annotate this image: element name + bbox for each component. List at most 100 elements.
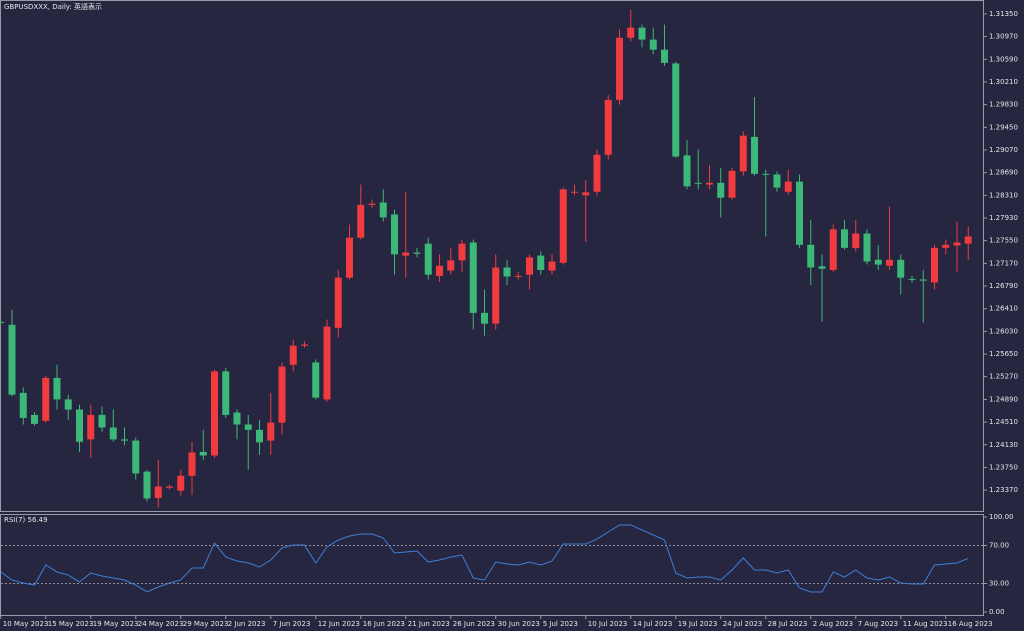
candle-body (8, 324, 16, 395)
x-tick-label: 7 Jun 2023 (273, 620, 311, 628)
candle-body (278, 366, 286, 423)
y-tick-label: 1.25650 (989, 350, 1018, 358)
candle-body (188, 452, 196, 476)
candle-body (908, 278, 916, 280)
candle-body (548, 261, 556, 271)
candle-body (559, 189, 567, 263)
candle-body (807, 244, 815, 268)
candle-body (64, 399, 72, 410)
y-tick-label: 1.30970 (989, 33, 1018, 41)
candle-body (796, 181, 803, 245)
x-tick-label: 30 Jun 2023 (498, 620, 540, 628)
candle-body (391, 214, 398, 255)
candle-body (469, 242, 477, 313)
y-tick-label: 1.30210 (989, 78, 1018, 86)
rsi-tick-label: 0.00 (989, 608, 1005, 616)
candle-body (53, 377, 61, 400)
candle-body (42, 377, 50, 421)
y-tick-label: 1.28690 (989, 169, 1018, 177)
candle-body (121, 439, 128, 441)
candle-body (379, 202, 387, 218)
chart-title: GBPUSDXXX, Daily: 英語表示 (4, 2, 102, 11)
x-tick-label: 14 Jul 2023 (633, 620, 673, 628)
candle-body (76, 409, 83, 442)
candle-body (19, 392, 27, 418)
candle-body (751, 136, 758, 174)
candle-body (98, 414, 106, 428)
x-tick-label: 21 Jun 2023 (408, 620, 450, 628)
x-tick-label: 16 Aug 2023 (948, 620, 993, 628)
y-tick-label: 1.23370 (989, 486, 1018, 494)
candle-body (357, 204, 365, 238)
candle-body (706, 182, 713, 185)
y-tick-label: 1.29830 (989, 101, 1018, 109)
rsi-tick-label: 30.00 (989, 580, 1009, 588)
y-tick-label: 1.26030 (989, 327, 1018, 335)
y-tick-label: 1.26410 (989, 305, 1018, 313)
candle-body (166, 486, 173, 488)
candle-body (458, 243, 466, 261)
candle-body (863, 233, 871, 262)
x-tick-label: 2 Jun 2023 (228, 620, 266, 628)
candle-body (717, 182, 725, 198)
x-tick-label: 24 Jul 2023 (723, 620, 763, 628)
candle-body (87, 414, 95, 440)
candle-body (627, 27, 635, 38)
candle-body (649, 39, 657, 50)
candle-body (672, 63, 680, 157)
candle-body (694, 182, 702, 184)
y-tick-label: 1.30590 (989, 55, 1018, 63)
rsi-line (0, 524, 969, 593)
candle-body (31, 414, 38, 424)
rsi-tick-label: 70.00 (989, 542, 1009, 550)
candle-body (0, 321, 5, 323)
x-tick-label: 11 Aug 2023 (903, 620, 948, 628)
y-tick-label: 1.29450 (989, 123, 1018, 131)
candle-body (931, 247, 938, 283)
price-panel (0, 0, 984, 512)
candle-body (964, 236, 972, 244)
candle-body (143, 471, 151, 499)
x-tick-label: 16 Jun 2023 (363, 620, 405, 628)
candle-body (728, 170, 736, 198)
candle-body (402, 252, 410, 256)
y-tick-label: 1.23750 (989, 463, 1018, 471)
candle-body (829, 229, 837, 270)
y-tick-label: 1.24510 (989, 418, 1018, 426)
x-tick-label: 26 Jun 2023 (453, 620, 495, 628)
x-tick-label: 24 May 2023 (138, 620, 184, 628)
candle-body (616, 37, 623, 100)
candle-body (886, 259, 893, 266)
candle-body (244, 424, 252, 430)
candle-body (301, 344, 308, 346)
candle-body (571, 191, 578, 193)
rsi-label: RSI(7) 56.49 (4, 516, 48, 524)
y-tick-label: 1.27930 (989, 214, 1018, 222)
candle-body (514, 275, 522, 277)
candle-body (312, 362, 320, 398)
candle-body (222, 371, 230, 415)
y-tick-label: 1.27550 (989, 237, 1018, 245)
candle-body (773, 174, 781, 188)
candle-body (953, 242, 961, 246)
candle-body (289, 345, 297, 365)
y-tick-label: 1.26790 (989, 282, 1018, 290)
candle-body (784, 181, 792, 192)
candle-body (334, 277, 342, 328)
candle-body (582, 192, 590, 196)
candle-body (683, 155, 691, 187)
x-tick-label: 12 Jun 2023 (318, 620, 360, 628)
y-tick-label: 1.25270 (989, 373, 1018, 381)
candle-body (942, 244, 950, 248)
candle-body (447, 260, 455, 271)
rsi-tick-label: 100.00 (989, 513, 1014, 521)
candle-body (413, 252, 421, 254)
candle-body (211, 371, 218, 456)
candle-body (537, 255, 545, 270)
candle-body (199, 451, 207, 456)
y-tick-label: 1.24130 (989, 441, 1018, 449)
candle-body (919, 279, 927, 281)
x-tick-label: 10 May 2023 (3, 620, 49, 628)
candle-body (132, 440, 140, 474)
